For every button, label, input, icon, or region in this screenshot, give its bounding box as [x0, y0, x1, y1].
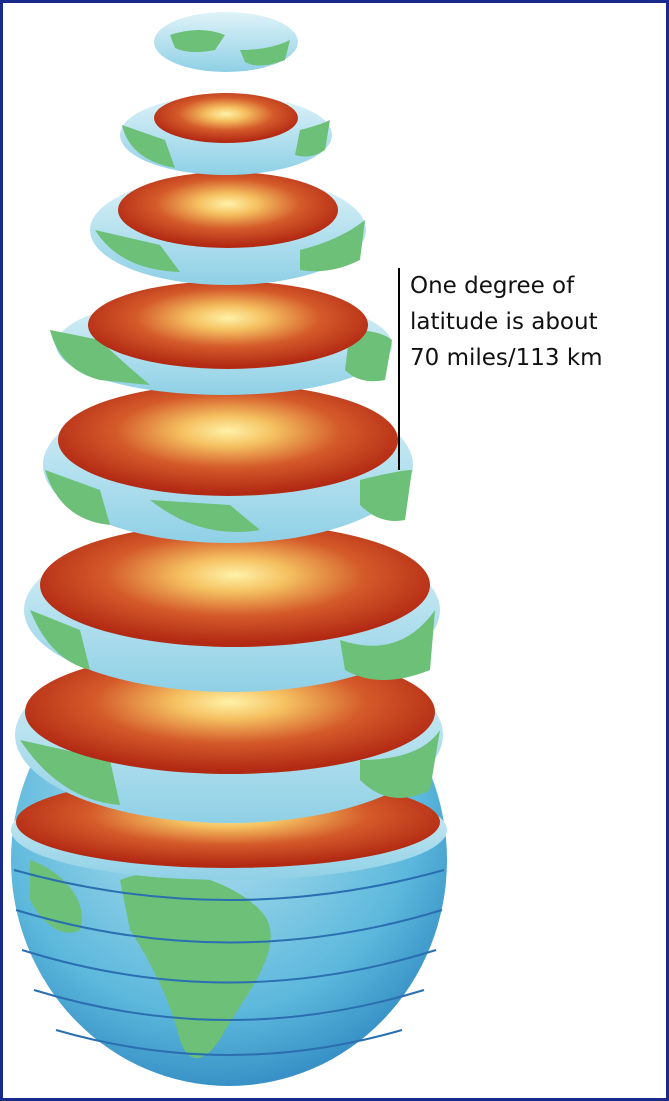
slice: [90, 172, 366, 285]
slice: [24, 523, 440, 692]
top-slice: [154, 12, 298, 72]
slice: [120, 93, 332, 175]
slice: [43, 384, 413, 543]
annotation-text: latitude is about: [410, 309, 598, 335]
annotation-text: One degree of: [410, 273, 575, 299]
annotation-text: 70 miles/113 km: [410, 345, 603, 371]
slice: [50, 281, 392, 395]
